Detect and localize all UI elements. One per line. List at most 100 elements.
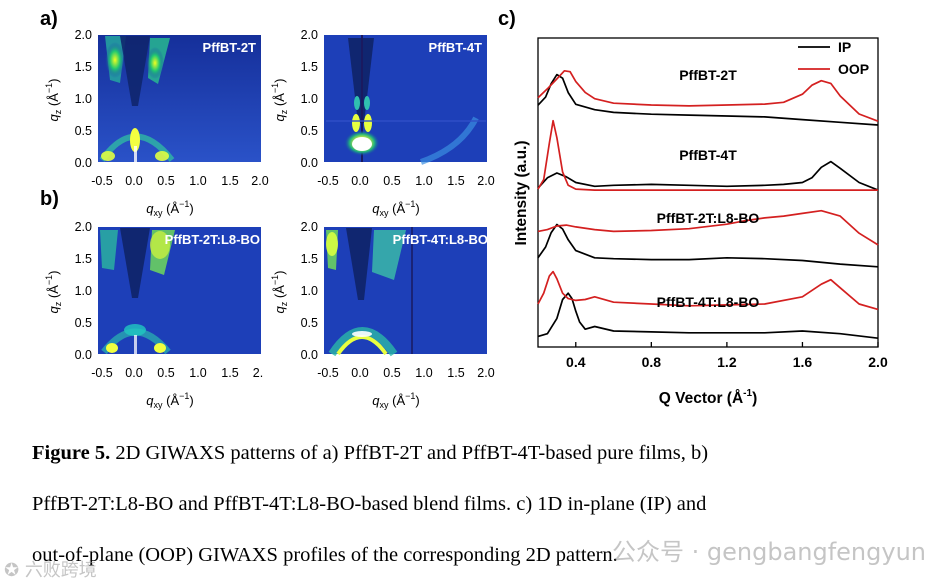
y-tick: 0.0 xyxy=(75,348,92,362)
sample-label: PffBT-4T xyxy=(679,147,737,163)
giwaxs-panel-pffbt-4t: PffBT-4T 2.0 1.5 1.0 0.5 0.0 -0.5 0.0 0.… xyxy=(266,28,506,218)
qz-axis-label: qz (Å−1) xyxy=(270,79,289,122)
site-logo-icon: ✪ xyxy=(4,560,25,581)
x-tick: 0.0 xyxy=(125,174,142,188)
x-tick: 2. xyxy=(253,366,263,380)
sample-label: PffBT-2T:L8-BO xyxy=(657,210,760,226)
y-tick: 0.5 xyxy=(75,316,92,330)
plot-frame xyxy=(537,37,879,348)
x-tick: 1.5 xyxy=(221,366,238,380)
x-tick-label: 1.6 xyxy=(793,354,813,370)
profile-line-ip xyxy=(537,223,879,268)
y-tick: 0.0 xyxy=(75,156,92,170)
panel-c-label: c) xyxy=(498,8,516,30)
x-tick: 2.0 xyxy=(477,366,494,380)
x-tick: 1.0 xyxy=(415,174,432,188)
profile-line-ip xyxy=(537,292,879,340)
panel-b-label: b) xyxy=(40,188,59,210)
x-tick: 0.0 xyxy=(351,366,368,380)
caption-line-3: out-of-plane (OOP) GIWAXS profiles of th… xyxy=(32,544,618,566)
x-ticks: -0.5 0.0 0.5 1.0 1.5 2.0 xyxy=(91,174,269,188)
x-tick: 0.5 xyxy=(157,366,174,380)
y-ticks: 2.0 1.5 1.0 0.5 0.0 xyxy=(75,28,92,170)
x-tick: 1.0 xyxy=(415,366,432,380)
x-tick: -0.5 xyxy=(91,174,113,188)
profile-line-oop xyxy=(537,270,879,311)
x-tick: 0.5 xyxy=(383,366,400,380)
giwaxs-image-pffbt-4t-l8-bo: PffBT-4T:L8-BO 2.0 1.5 1.0 0.5 0.0 -0.5 … xyxy=(270,220,495,410)
y-tick: 2.0 xyxy=(75,28,92,42)
x-tick: 1.5 xyxy=(221,174,238,188)
profile-line-oop xyxy=(537,69,879,122)
caption-line-2: PffBT-2T:L8-BO and PffBT-4T:L8-BO-based … xyxy=(32,493,707,515)
x-tick: 1.0 xyxy=(189,174,206,188)
x-ticks: -0.5 0.0 0.5 1.0 1.5 2.0 xyxy=(317,174,495,188)
site-watermark-text: 六败跨境 xyxy=(24,560,97,581)
giwaxs-title: PffBT-2T:L8-BO xyxy=(165,232,260,247)
giwaxs-title: PffBT-4T xyxy=(429,40,483,55)
y-tick: 0.5 xyxy=(301,124,318,138)
y-tick: 2.0 xyxy=(75,220,92,234)
x-tick: -0.5 xyxy=(317,174,339,188)
x-tick: 0.0 xyxy=(125,366,142,380)
profile-line-oop xyxy=(537,119,878,191)
x-ticks: -0.5 0.0 0.5 1.0 1.5 2.0 xyxy=(317,366,495,380)
x-tick: 2.0 xyxy=(477,174,494,188)
y-tick: 1.5 xyxy=(75,60,92,74)
x-tick-label: 0.4 xyxy=(566,354,586,370)
qxy-axis-label: qxy (Å−1) xyxy=(146,199,193,218)
giwaxs-image-pffbt-2t: PffBT-2T 2.0 1.5 1.0 0.5 0.0 -0.5 0.0 0.… xyxy=(44,28,269,218)
x-tick: 1.0 xyxy=(189,366,206,380)
qz-axis-label: qz (Å−1) xyxy=(270,271,289,314)
qxy-axis-label: qxy (Å−1) xyxy=(372,199,419,218)
sample-label: PffBT-2T xyxy=(679,67,737,83)
giwaxs-image-pffbt-2t-l8-bo: PffBT-2T:L8-BO 2.0 1.5 1.0 0.5 0.0 -0.5 … xyxy=(44,220,263,410)
y-ticks: 2.0 1.5 1.0 0.5 0.0 xyxy=(301,220,318,362)
profile-line-ip xyxy=(537,73,879,126)
x-tick: 0.5 xyxy=(383,174,400,188)
x-tick: -0.5 xyxy=(317,366,339,380)
legend-label: OOP xyxy=(838,61,869,77)
caption-line-1: 2D GIWAXS patterns of a) PffBT-2T and Pf… xyxy=(110,442,709,464)
giwaxs-panel-pffbt-2t-l8-bo: PffBT-2T:L8-BO 2.0 1.5 1.0 0.5 0.0 -0.5 … xyxy=(40,220,280,410)
profile-chart: 0.4 0.8 1.2 1.6 2.0 PffBT-2T PffBT-4T PffBT-2T… xyxy=(513,37,888,407)
x-tick: 2.0 xyxy=(251,174,268,188)
y-tick: 0.5 xyxy=(75,124,92,138)
y-tick: 2.0 xyxy=(301,28,318,42)
y-tick: 1.5 xyxy=(301,252,318,266)
x-tick: 0.5 xyxy=(157,174,174,188)
x-tick: 0.0 xyxy=(351,174,368,188)
profile-line-oop xyxy=(537,209,879,246)
x-tick-label: 2.0 xyxy=(868,354,888,370)
giwaxs-panel-pffbt-4t-l8-bo: PffBT-4T:L8-BO 2.0 1.5 1.0 0.5 0.0 -0.5 … xyxy=(266,220,506,410)
y-axis-label: Intensity (a.u.) xyxy=(513,140,530,245)
y-tick: 1.0 xyxy=(301,284,318,298)
figure-caption: Figure 5. 2D GIWAXS patterns of a) PffBT… xyxy=(32,428,912,581)
x-tick: -0.5 xyxy=(91,366,113,380)
y-tick: 2.0 xyxy=(301,220,318,234)
giwaxs-panel-pffbt-2t: PffBT-2T 2.0 1.5 1.0 0.5 0.0 -0.5 0.0 0.… xyxy=(40,28,280,218)
x-tick: 1.5 xyxy=(447,174,464,188)
caption-label: Figure 5. xyxy=(32,442,111,464)
y-ticks: 2.0 1.5 1.0 0.5 0.0 xyxy=(75,220,92,362)
panel-a-label: a) xyxy=(40,8,58,30)
giwaxs-image-pffbt-4t: PffBT-4T 2.0 1.5 1.0 0.5 0.0 -0.5 0.0 0.… xyxy=(270,28,495,218)
giwaxs-title: PffBT-2T xyxy=(203,40,257,55)
qxy-axis-label: qxy (Å−1) xyxy=(372,391,419,410)
x-axis-label: Q Vector (Å-1) xyxy=(659,388,758,407)
y-tick: 0.0 xyxy=(301,348,318,362)
x-tick-label: 1.2 xyxy=(717,354,737,370)
x-ticks: -0.5 0.0 0.5 1.0 1.5 2. xyxy=(91,366,263,380)
qz-axis-label: qz (Å−1) xyxy=(44,79,63,122)
y-tick: 0.0 xyxy=(301,156,318,170)
x-tick-label: 0.8 xyxy=(642,354,662,370)
sample-label: PffBT-4T:L8-BO xyxy=(657,294,760,310)
y-tick: 1.5 xyxy=(301,60,318,74)
qxy-axis-label: qxy (Å−1) xyxy=(146,391,193,410)
x-tick: 1.5 xyxy=(447,366,464,380)
qz-axis-label: qz (Å−1) xyxy=(44,271,63,314)
profile-line-ip xyxy=(537,160,879,191)
giwaxs-title: PffBT-4T:L8-BO xyxy=(393,232,488,247)
legend-label: IP xyxy=(838,39,851,55)
y-tick: 0.5 xyxy=(301,316,318,330)
